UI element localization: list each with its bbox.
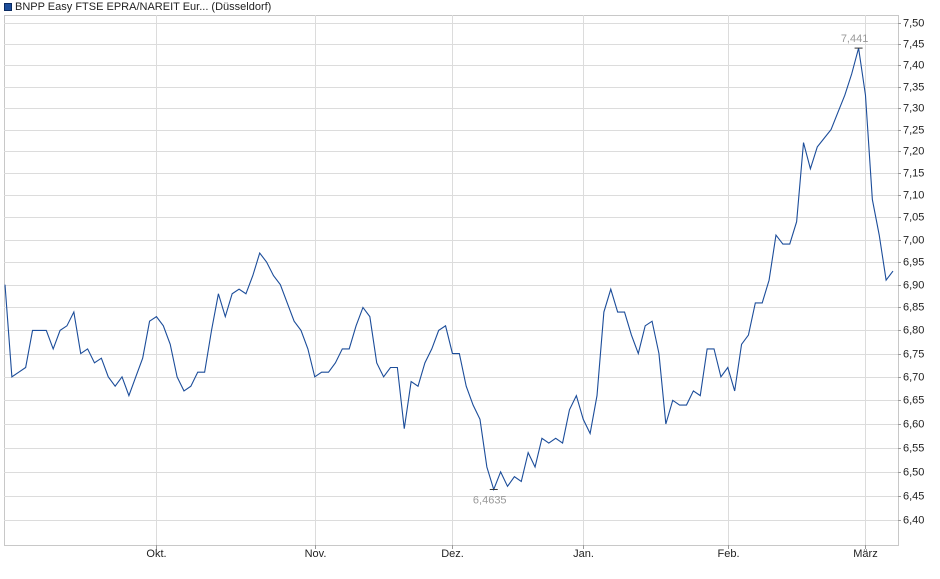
y-tick-label: 7,50 bbox=[903, 17, 924, 29]
value-label: 6,4635 bbox=[473, 494, 507, 506]
value-label: 7,441 bbox=[841, 33, 869, 45]
x-tick-label: Nov. bbox=[305, 548, 327, 560]
y-tick-label: 6,50 bbox=[903, 466, 924, 478]
y-tick-label: 7,30 bbox=[903, 102, 924, 114]
y-tick-label: 7,25 bbox=[903, 124, 924, 136]
y-tick-label: 7,05 bbox=[903, 211, 924, 223]
y-tick-label: 7,10 bbox=[903, 189, 924, 201]
y-tick-label: 7,40 bbox=[903, 59, 924, 71]
x-tick-label: Dez. bbox=[441, 548, 464, 560]
x-tick-label: März bbox=[853, 548, 877, 560]
y-tick-label: 7,35 bbox=[903, 81, 924, 93]
y-tick-label: 6,40 bbox=[903, 514, 924, 526]
y-tick-label: 6,65 bbox=[903, 394, 924, 406]
y-tick-label: 7,20 bbox=[903, 145, 924, 157]
y-tick-label: 6,90 bbox=[903, 279, 924, 291]
x-tick-label: Jan. bbox=[573, 548, 594, 560]
y-tick-label: 6,70 bbox=[903, 371, 924, 383]
y-tick-label: 6,80 bbox=[903, 324, 924, 336]
y-tick-label: 7,00 bbox=[903, 234, 924, 246]
plot-area bbox=[4, 15, 899, 546]
y-tick-label: 7,45 bbox=[903, 38, 924, 50]
y-tick-label: 6,55 bbox=[903, 442, 924, 454]
y-tick-label: 6,75 bbox=[903, 348, 924, 360]
y-tick-label: 6,60 bbox=[903, 418, 924, 430]
legend-label: BNPP Easy FTSE EPRA/NAREIT Eur... (Düsse… bbox=[15, 1, 271, 13]
x-tick-label: Feb. bbox=[717, 548, 739, 560]
y-tick-label: 6,45 bbox=[903, 490, 924, 502]
y-tick-label: 7,15 bbox=[903, 167, 924, 179]
y-tick-label: 6,85 bbox=[903, 301, 924, 313]
legend-swatch bbox=[4, 3, 12, 11]
legend: BNPP Easy FTSE EPRA/NAREIT Eur... (Düsse… bbox=[4, 1, 271, 13]
x-tick-label: Okt. bbox=[146, 548, 166, 560]
y-tick-label: 6,95 bbox=[903, 256, 924, 268]
line bbox=[4, 47, 894, 492]
